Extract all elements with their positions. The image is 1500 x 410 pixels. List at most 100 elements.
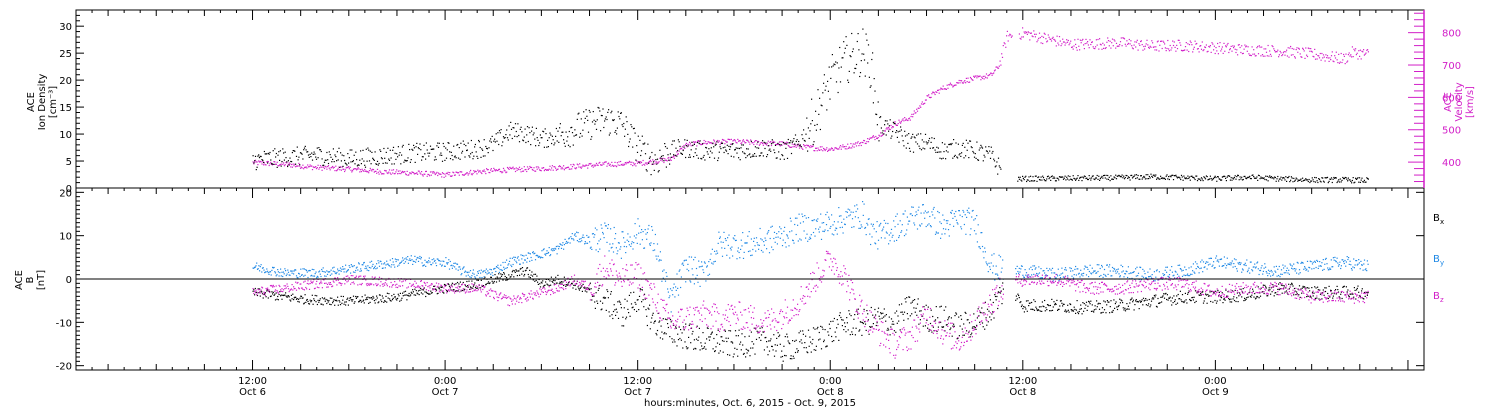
by-point	[335, 273, 337, 275]
bx-point	[649, 328, 651, 330]
bx-point	[893, 330, 895, 332]
bx-point	[976, 324, 978, 326]
velocity-point	[1298, 48, 1300, 50]
density-point	[988, 146, 990, 148]
bx-point	[471, 280, 473, 282]
velocity-point	[869, 137, 871, 139]
velocity-point	[786, 142, 789, 144]
density-point	[750, 140, 752, 142]
velocity-point	[1333, 61, 1335, 63]
bx-point	[1245, 298, 1247, 300]
bx-point	[708, 339, 711, 341]
velocity-point	[502, 171, 504, 173]
velocity-point	[1269, 53, 1272, 55]
bx-point	[925, 304, 927, 306]
velocity-point	[1153, 46, 1155, 48]
bx-point	[736, 348, 738, 350]
density-point	[1086, 177, 1088, 179]
velocity-point	[704, 142, 706, 144]
velocity-point	[777, 143, 779, 146]
bx-point	[1252, 290, 1254, 292]
bx-point	[581, 290, 583, 292]
by-point	[326, 270, 328, 272]
by-point	[295, 269, 297, 271]
velocity-point	[477, 169, 479, 171]
density-point	[548, 137, 550, 139]
bx-point	[1314, 286, 1316, 288]
density-point	[1363, 181, 1365, 183]
velocity-point	[452, 171, 454, 173]
density-point	[301, 153, 303, 155]
density-point	[466, 149, 468, 151]
density-point	[750, 156, 752, 158]
by-point	[381, 267, 383, 269]
by-point	[679, 269, 681, 271]
velocity-point	[254, 159, 257, 161]
velocity-point	[621, 164, 623, 166]
velocity-point	[440, 173, 442, 175]
bx-point	[343, 303, 345, 305]
velocity-point	[533, 167, 535, 169]
density-point	[482, 149, 484, 151]
by-point	[461, 273, 463, 275]
density-point	[1236, 176, 1238, 178]
bx-point	[414, 288, 416, 290]
density-point	[709, 156, 711, 158]
bx-point	[356, 296, 358, 298]
velocity-point	[728, 138, 730, 140]
bx-point	[303, 302, 305, 304]
velocity-point	[313, 166, 315, 169]
bx-point	[1021, 304, 1023, 306]
density-point	[258, 154, 260, 156]
density-point	[807, 150, 809, 152]
bx-point	[719, 350, 721, 352]
bx-point	[886, 329, 888, 331]
by-point	[673, 283, 675, 285]
bx-point	[470, 287, 472, 289]
density-point	[965, 155, 967, 157]
density-point	[279, 159, 281, 161]
by-point	[744, 242, 746, 244]
density-point	[580, 118, 582, 120]
bx-point	[831, 335, 833, 338]
by-point	[382, 267, 384, 269]
velocity-point	[711, 142, 713, 145]
bx-point	[272, 291, 274, 293]
velocity-point	[897, 123, 899, 125]
velocity-point	[1134, 41, 1136, 43]
by-point	[599, 238, 602, 240]
velocity-point	[662, 157, 664, 159]
bx-point	[641, 289, 643, 291]
bx-point	[1276, 293, 1278, 296]
by-point	[657, 255, 659, 257]
density-point	[586, 115, 588, 117]
bx-point	[321, 303, 323, 305]
bx-point	[1361, 290, 1363, 292]
velocity-point	[894, 121, 896, 123]
bx-point	[1279, 282, 1281, 284]
bx-point	[324, 300, 326, 302]
density-point	[269, 151, 271, 154]
bx-point	[701, 345, 703, 347]
bx-point	[623, 307, 625, 309]
bx-point	[485, 284, 487, 286]
density-point	[753, 155, 755, 157]
density-point	[1192, 176, 1194, 178]
velocity-point	[335, 165, 337, 167]
bx-point	[512, 269, 514, 272]
by-point	[752, 248, 754, 251]
by-point	[568, 237, 570, 239]
velocity-point	[985, 73, 988, 75]
bx-point	[768, 340, 770, 342]
bx-point	[410, 294, 412, 296]
bx-point	[325, 298, 327, 301]
by-point	[607, 227, 609, 229]
by-point	[337, 268, 339, 270]
velocity-point	[744, 142, 746, 144]
velocity-point	[605, 161, 607, 163]
density-point	[384, 162, 387, 164]
velocity-point	[372, 168, 374, 170]
bx-point	[1294, 290, 1296, 292]
by-point	[422, 265, 424, 267]
bx-point	[430, 292, 433, 294]
